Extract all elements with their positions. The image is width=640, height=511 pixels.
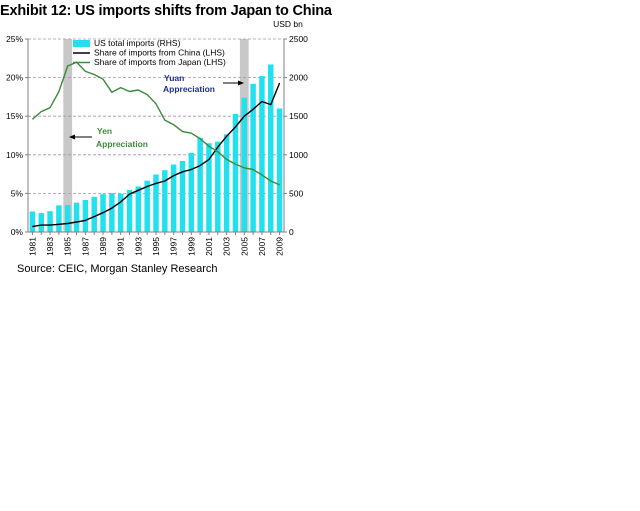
bar-1996	[162, 170, 168, 232]
x-tick-label: 2003	[222, 237, 232, 256]
x-tick-label: 2009	[275, 237, 285, 256]
bar-1983	[47, 211, 53, 232]
chart-title: Exhibit 12: US imports shifts from Japan…	[0, 3, 332, 19]
y-right-tick-label: 1000	[289, 150, 308, 160]
x-tick-label: 1983	[45, 237, 55, 256]
source-note: Source: CEIC, Morgan Stanley Research	[17, 263, 218, 275]
x-tick-label: 1985	[63, 237, 73, 256]
annotation-yuan-line: Appreciation	[163, 84, 215, 94]
bar-1985	[64, 204, 71, 232]
x-tick-label: 1991	[116, 237, 126, 256]
bar-1987	[82, 199, 89, 232]
bar-1981	[29, 211, 36, 232]
legend-label-us-total-imports: US total imports (RHS)	[94, 38, 181, 48]
y-left-tick-label: 25%	[6, 34, 23, 44]
y-right-tick-label: 2500	[289, 34, 308, 44]
bar-1995	[153, 174, 159, 232]
bar-2004	[232, 113, 239, 232]
line-share-china	[32, 82, 281, 228]
x-tick-label: 1995	[151, 237, 161, 256]
bars-us-total-imports	[29, 64, 283, 232]
annotation-yen-line: Yen	[97, 126, 112, 136]
x-tick-label: 2005	[239, 237, 249, 256]
bar-1988	[91, 196, 97, 232]
legend-swatch-us-total-imports	[73, 40, 90, 47]
x-tick-label: 2001	[204, 237, 214, 256]
bar-1984	[56, 205, 62, 232]
x-tick-label: 1981	[27, 237, 37, 256]
bar-1999	[188, 152, 195, 232]
bar-2008	[268, 64, 274, 232]
bar-1991	[117, 193, 124, 232]
bar-2001	[206, 143, 212, 232]
shade-yen-appreciation	[63, 39, 73, 232]
bar-1992	[126, 189, 133, 232]
bar-2007	[259, 76, 265, 232]
bar-1998	[179, 160, 186, 232]
gridlines	[28, 38, 284, 194]
y-right-tick-label: 0	[289, 227, 294, 237]
bar-1993	[135, 186, 142, 232]
y-right-tick-label: 2000	[289, 73, 308, 83]
legend-label-china: Share of imports from China (LHS)	[94, 48, 225, 58]
y-left-tick-label: 15%	[6, 111, 23, 121]
arrowhead-yen	[69, 134, 75, 140]
y-right-unit-label: USD bn	[273, 19, 303, 29]
x-tick-label: 1997	[169, 237, 179, 256]
bar-1986	[73, 202, 80, 232]
x-tick-label: 1993	[133, 237, 143, 256]
bar-2000	[197, 137, 203, 232]
x-tick-label: 1987	[80, 237, 90, 256]
bar-2009	[276, 108, 283, 232]
bar-2002	[215, 141, 221, 232]
bar-1997	[170, 164, 177, 232]
y-right-tick-label: 1500	[289, 111, 308, 121]
axes: 0% 5% 10% 15% 20% 25% 0 500 1000 1500 2000 2500 USD …	[6, 19, 308, 256]
y-left-tick-label: 5%	[11, 188, 24, 198]
bar-1990	[109, 193, 115, 232]
x-tick-label: 1999	[186, 237, 196, 256]
legend-label-japan: Share of imports from Japan (LHS)	[94, 57, 226, 67]
line-share-japan	[31, 61, 280, 186]
arrowhead-yuan	[238, 80, 244, 86]
annotation-yen-line: Appreciation	[96, 139, 148, 149]
y-left-tick-label: 10%	[6, 150, 23, 160]
bar-1994	[144, 180, 150, 232]
x-tick-label: 1989	[98, 237, 108, 256]
series-lines	[31, 61, 281, 228]
bar-2003	[223, 134, 230, 232]
legend: US total imports (RHS)Share of imports f…	[73, 38, 226, 67]
x-tick-label: 2007	[257, 237, 267, 256]
y-right-tick-label: 500	[289, 188, 303, 198]
annotation-yuan-line: Yuan	[164, 73, 184, 83]
y-left-tick-label: 20%	[6, 73, 23, 83]
y-left-tick-label: 0%	[11, 227, 24, 237]
bar-2005	[241, 97, 248, 232]
bar-2006	[250, 83, 256, 232]
bar-1982	[38, 213, 44, 232]
